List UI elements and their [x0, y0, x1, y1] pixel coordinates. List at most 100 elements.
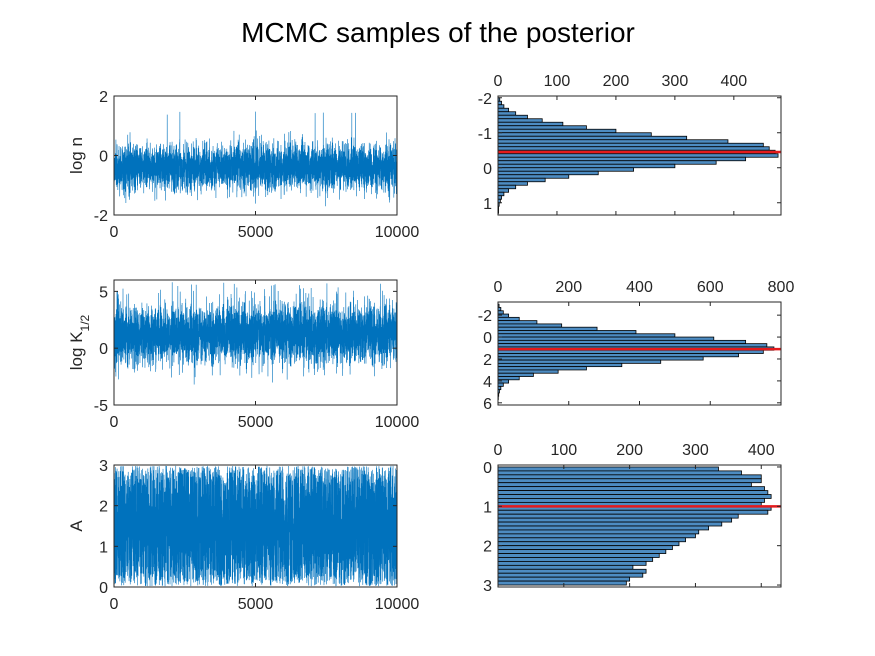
axes-box: [497, 464, 782, 588]
histogram-bar: [497, 100, 502, 106]
histogram-bar: [497, 545, 673, 551]
histogram-bar: [497, 533, 696, 539]
y-tick-label: 0: [99, 341, 108, 358]
y-tick-label: 3: [483, 578, 492, 595]
y-axis-label: A: [67, 520, 86, 532]
y-tick-label: 2: [483, 352, 492, 369]
x-tick-label: 10000: [375, 414, 420, 431]
histogram-bar: [497, 323, 563, 328]
histogram-bar: [497, 529, 700, 535]
histogram-bar: [497, 326, 598, 331]
x-tick-label: 400: [748, 442, 775, 459]
histogram-bar: [497, 498, 765, 503]
y-axis-label: log K1/2: [67, 314, 92, 370]
x-tick-label: 0: [494, 279, 503, 296]
y-tick-label: 0: [483, 460, 492, 477]
histogram-bar: [497, 541, 680, 547]
x-tick-label: 0: [110, 596, 119, 613]
histogram-bar: [497, 564, 634, 570]
histogram-bar: [497, 330, 637, 335]
histogram-bar: [497, 167, 635, 172]
x-tick-label: 300: [662, 73, 689, 90]
histogram-bar: [497, 310, 504, 315]
y-tick-label: 1: [483, 196, 492, 213]
figure-title: MCMC samples of the posterior: [241, 17, 635, 48]
y-tick-label: 0: [99, 149, 108, 166]
y-tick-label: 5: [99, 284, 108, 301]
y-tick-label: 4: [483, 374, 492, 391]
histogram-bar: [497, 580, 627, 586]
y-tick-label: 0: [483, 161, 492, 178]
histogram-bar: [497, 132, 652, 137]
histogram-bar: [497, 111, 517, 116]
histogram-bar: [497, 572, 644, 578]
trace-series-4: [114, 465, 397, 587]
axes-box: [497, 95, 782, 216]
x-tick-label: 200: [555, 279, 582, 296]
y-tick-label: 6: [483, 396, 492, 413]
histogram-bar: [497, 509, 769, 515]
x-tick-label: 100: [544, 73, 571, 90]
histogram-bar: [497, 372, 534, 377]
trace-plot-4: 0 5000 10000 0 1 2 3 A: [67, 458, 419, 613]
histogram-bar: [497, 362, 623, 368]
x-tick-label: 100: [550, 442, 577, 459]
y-tick-label: -5: [94, 398, 108, 415]
histogram-bar: [497, 549, 667, 554]
histogram-bar: [497, 142, 764, 148]
histogram-bar: [497, 156, 747, 162]
y-axis-label-subscript: 1/2: [78, 314, 92, 331]
histogram-bar: [497, 517, 733, 523]
x-tick-label: 0: [494, 442, 503, 459]
histogram-bar: [497, 125, 587, 130]
x-tick-label: 0: [110, 414, 119, 431]
histogram-bar: [497, 114, 528, 120]
y-tick-label: 2: [483, 539, 492, 556]
histogram-bar: [497, 382, 504, 387]
histogram-bar: [497, 121, 564, 127]
histogram-bar: [497, 349, 764, 354]
histogram-bar: [497, 313, 510, 318]
histogram-bar: [497, 170, 599, 176]
y-tick-label: -1: [478, 126, 492, 143]
histogram-bar: [497, 466, 719, 472]
y-tick-label: 0: [99, 580, 108, 597]
histogram-5: 0 100 200 300 400 0 1 2 3: [483, 442, 782, 595]
y-tick-label: -2: [478, 91, 492, 108]
histogram-bar: [497, 494, 772, 499]
x-tick-label: 0: [110, 224, 119, 241]
histogram-bar: [497, 160, 717, 165]
x-tick-label: 5000: [238, 224, 274, 241]
histogram-1: 0 100 200 300 400 -2 -1 0 1: [478, 73, 782, 216]
histogram-bar: [497, 343, 768, 348]
histogram-bar: [497, 135, 688, 141]
histogram-bar: [497, 356, 704, 361]
y-tick-label: 3: [99, 458, 108, 475]
histogram-bar: [497, 359, 662, 364]
histogram-bar: [497, 184, 517, 190]
histogram-bar: [497, 521, 723, 527]
trace-series-0: [114, 111, 397, 207]
x-tick-label: 800: [768, 279, 795, 296]
y-tick-label: 2: [99, 499, 108, 516]
histogram-bar: [497, 379, 510, 384]
histogram-bar: [497, 128, 617, 134]
x-tick-label: 10000: [375, 224, 420, 241]
x-tick-label: 5000: [238, 596, 274, 613]
histogram-bar: [497, 336, 715, 341]
histogram-bar: [497, 490, 769, 495]
histogram-bar: [497, 376, 520, 381]
x-tick-label: 400: [720, 73, 747, 90]
histogram-bar: [497, 537, 686, 543]
y-tick-label: 1: [99, 539, 108, 556]
x-tick-label: 200: [616, 442, 643, 459]
y-tick-label: -2: [94, 208, 108, 225]
histogram-bar: [497, 482, 752, 488]
x-tick-label: 200: [603, 73, 630, 90]
histogram-bar: [497, 478, 762, 484]
histogram-bar: [497, 369, 559, 374]
